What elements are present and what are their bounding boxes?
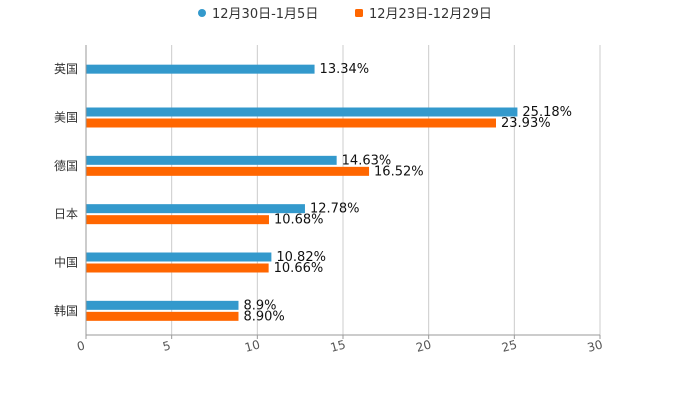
bar-1-1	[86, 118, 497, 128]
data-label-1-0: 25.18%	[522, 105, 572, 120]
bar-5-1	[86, 311, 239, 321]
data-label-5-1: 8.90%	[243, 309, 284, 324]
data-label-2-1: 16.52%	[374, 164, 424, 179]
legend-marker-0	[198, 9, 206, 17]
bar-4-1	[86, 263, 269, 273]
bar-4-0	[86, 252, 272, 262]
category-label-5: 韩国	[54, 303, 78, 318]
data-labels: 13.34%25.18%23.93%14.63%16.52%12.78%10.6…	[243, 62, 572, 324]
x-axis: 0 5 10 15 20 25 30	[75, 45, 604, 355]
data-label-4-0: 10.82%	[276, 250, 326, 265]
data-label-1-1: 23.93%	[501, 116, 551, 131]
tick-label-25: 25	[500, 337, 518, 354]
legend: 12月30日-1月5日 12月23日-12月29日	[198, 7, 492, 22]
category-label-3: 日本	[54, 207, 78, 221]
tick-label-5: 5	[161, 338, 172, 354]
bar-1-0	[86, 107, 518, 117]
gridlines	[171, 45, 601, 335]
tick-label-15: 15	[329, 337, 347, 354]
bar-0-0	[86, 64, 315, 74]
tick-label-30: 30	[586, 337, 604, 354]
data-label-0-0: 13.34%	[320, 62, 370, 77]
data-label-5-0: 8.9%	[243, 298, 276, 313]
bar-3-0	[86, 204, 305, 214]
bar-3-1	[86, 215, 269, 225]
tick-label-10: 10	[243, 337, 261, 354]
bar-2-1	[86, 166, 370, 176]
category-label-4: 中国	[54, 255, 78, 270]
tick-label-20: 20	[414, 337, 432, 354]
category-label-0: 英国	[54, 62, 78, 76]
bar-2-0	[86, 155, 337, 165]
legend-label-0: 12月30日-1月5日	[212, 7, 318, 22]
category-label-2: 德国	[54, 158, 78, 173]
bars	[86, 64, 518, 321]
legend-marker-1	[355, 9, 363, 17]
data-label-3-1: 10.68%	[274, 213, 324, 228]
legend-label-1: 12月23日-12月29日	[369, 7, 492, 22]
bar-5-0	[86, 300, 239, 310]
data-label-2-0: 14.63%	[342, 153, 392, 168]
category-label-1: 美国	[54, 111, 78, 125]
tick-label-0: 0	[75, 338, 86, 354]
data-label-4-1: 10.66%	[274, 261, 324, 276]
data-label-3-0: 12.78%	[310, 202, 360, 217]
